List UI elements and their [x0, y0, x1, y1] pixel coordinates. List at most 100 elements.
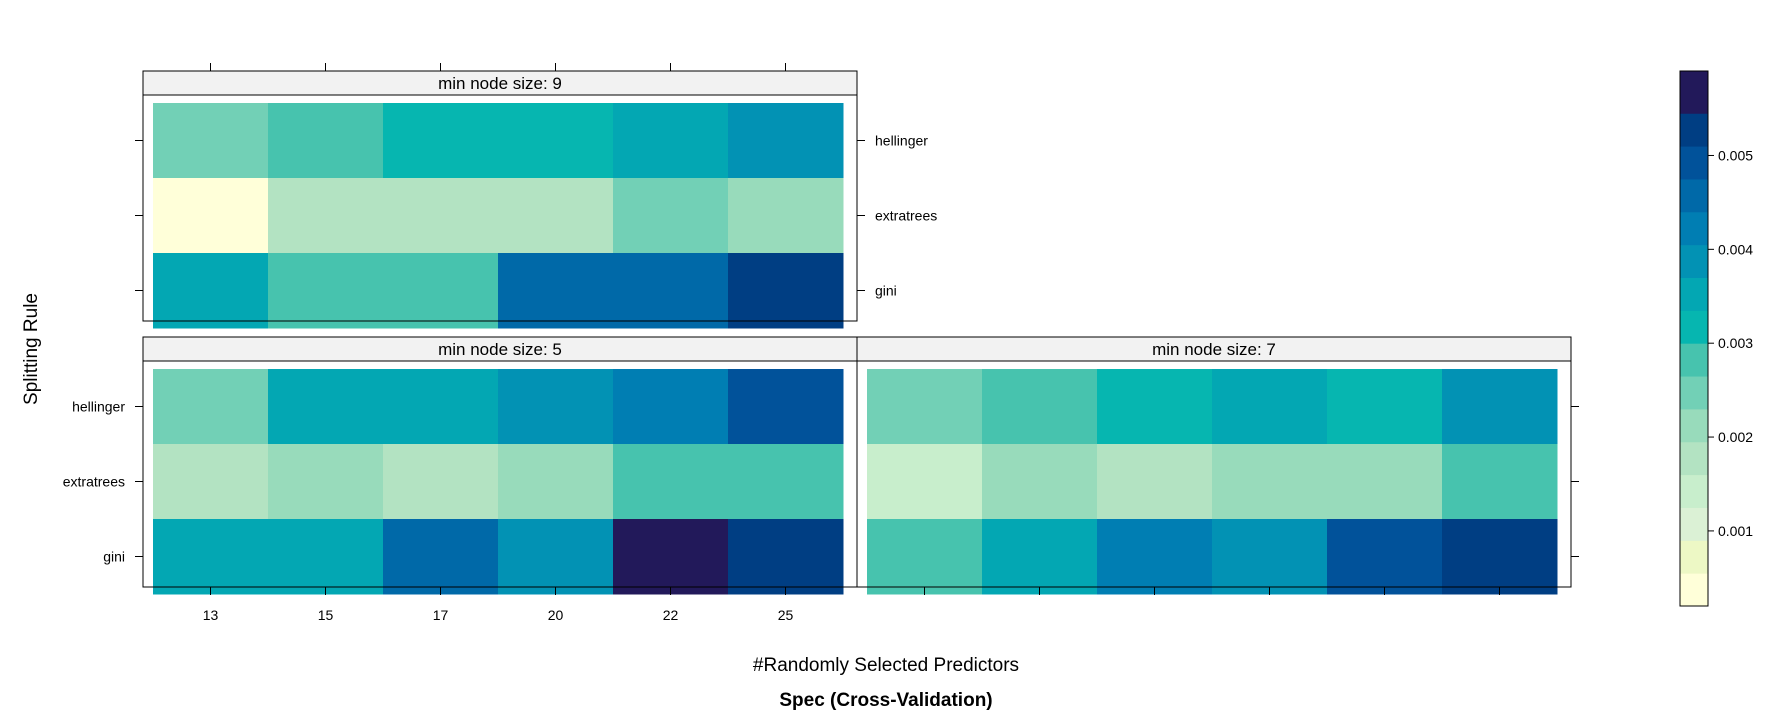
y-tick-label: extratrees	[63, 474, 125, 490]
heatmap-cell	[383, 178, 499, 254]
heatmap-cell	[728, 519, 844, 595]
heatmap-cell	[268, 369, 384, 445]
heatmap-cell	[268, 253, 384, 329]
heatmap-cell	[383, 519, 499, 595]
colorbar-border	[1679, 70, 1709, 607]
heatmap-cell	[728, 103, 844, 179]
y-tick-label: gini	[103, 549, 125, 565]
heatmap-cell	[498, 178, 614, 254]
panel-3: min node size: 7	[856, 336, 1572, 595]
heatmap-cell	[153, 253, 269, 329]
heatmap-cell	[383, 444, 499, 520]
panels-layer: min node size: 9 min node size: 5 min node…	[142, 70, 1572, 595]
heatmap-cell	[153, 103, 269, 179]
colorbar-swatch	[1680, 178, 1708, 213]
heatmap-cell	[383, 103, 499, 179]
heatmap-cell	[498, 519, 614, 595]
colorbar-swatch	[1680, 146, 1708, 180]
strip-label: min node size: 9	[438, 74, 562, 93]
colorbar-swatch	[1680, 474, 1708, 508]
heatmap-cell	[1327, 519, 1443, 595]
panel-1: min node size: 9	[142, 70, 858, 329]
colorbar-swatch	[1680, 376, 1708, 410]
heatmap-cell	[498, 103, 614, 179]
heatmap-cell	[1212, 519, 1328, 595]
colorbar-swatch	[1680, 540, 1708, 574]
heatmap-cell	[613, 519, 729, 595]
heatmap-cell	[728, 178, 844, 254]
colorbar-swatch	[1680, 211, 1708, 246]
axes-layer: 13 15 17 20 22 25 hellinger extratrees gini helli…	[63, 63, 1579, 623]
strip-label: min node size: 7	[1152, 340, 1276, 359]
colorbar-tick-label: 0.002	[1718, 429, 1753, 445]
heatmap-cell	[268, 519, 384, 595]
heatmap-cell	[153, 369, 269, 445]
heatmap-cell	[728, 369, 844, 445]
colorbar-swatch	[1680, 310, 1708, 344]
y-tick-label: hellinger	[72, 399, 125, 415]
colorbar-tick-label: 0.001	[1718, 523, 1753, 539]
strip-background	[856, 336, 1572, 362]
heatmap-cell	[867, 369, 983, 445]
heatmap-cell	[613, 103, 729, 179]
heatmap-cell	[1327, 369, 1443, 445]
colorbar-swatch	[1680, 408, 1708, 443]
panel-border	[142, 94, 858, 322]
x-tick-label: 15	[318, 607, 334, 623]
strip-background	[142, 70, 858, 96]
y-tick-label: gini	[875, 283, 897, 299]
x-tick-label: 13	[203, 607, 219, 623]
heatmap-cell	[613, 369, 729, 445]
heatmap-cell	[982, 444, 1098, 520]
x-tick-label: 25	[778, 607, 794, 623]
colorbar-tick-label: 0.005	[1718, 147, 1753, 163]
heatmap-cell	[728, 444, 844, 520]
heatmap-cell	[153, 444, 269, 520]
heatmap-cell	[268, 178, 384, 254]
heatmap-cell	[613, 178, 729, 254]
heatmap-cell	[867, 444, 983, 520]
colorbar-tick-label: 0.004	[1718, 241, 1753, 257]
heatmap-cell	[1097, 444, 1213, 520]
y-tick-label: hellinger	[875, 133, 928, 149]
x-axis-title: #Randomly Selected Predictors	[753, 655, 1019, 676]
heatmap-cell	[153, 519, 269, 595]
heatmap-cell	[268, 444, 384, 520]
colorbar-swatch	[1680, 343, 1708, 377]
colorbar-swatch	[1680, 244, 1708, 278]
heatmap-cell	[1097, 369, 1213, 445]
heatmap-cell	[613, 253, 729, 329]
x-tick-label: 20	[548, 607, 564, 623]
panel-2: min node size: 5	[142, 336, 858, 595]
strip-label: min node size: 5	[438, 340, 562, 359]
heatmap-cell	[498, 444, 614, 520]
heatmap-cell	[1212, 369, 1328, 445]
heatmap-cell	[498, 369, 614, 445]
y-axis-title: Splitting Rule	[21, 293, 42, 405]
heatmap-cell	[1097, 519, 1213, 595]
heatmap-cell	[1442, 369, 1558, 445]
colorbar-tick-label: 0.003	[1718, 335, 1753, 351]
heatmap-cell	[498, 253, 614, 329]
colorbar-swatch	[1680, 441, 1708, 476]
colorbar-swatch	[1680, 507, 1708, 541]
heatmap-cell	[383, 369, 499, 445]
heatmap-cell	[613, 444, 729, 520]
heatmap-cell	[867, 519, 983, 595]
heatmap-cell	[1327, 444, 1443, 520]
heatmap-cell	[1442, 444, 1558, 520]
heatmap-cell	[153, 178, 269, 254]
heatmap-cell	[1442, 519, 1558, 595]
heatmap-cell	[268, 103, 384, 179]
colorbar-swatch	[1680, 71, 1708, 114]
heatmap-cell	[728, 253, 844, 329]
x-tick-label: 22	[663, 607, 679, 623]
heatmap-cell	[383, 253, 499, 329]
strip-background	[142, 336, 858, 362]
colorbar-swatch	[1680, 277, 1708, 311]
heatmap-cell	[1212, 444, 1328, 520]
panel-border	[856, 360, 1572, 588]
colorbar-legend: 0.001 0.002 0.003 0.004 0.005	[1679, 70, 1753, 607]
colorbar-swatch	[1680, 573, 1708, 607]
